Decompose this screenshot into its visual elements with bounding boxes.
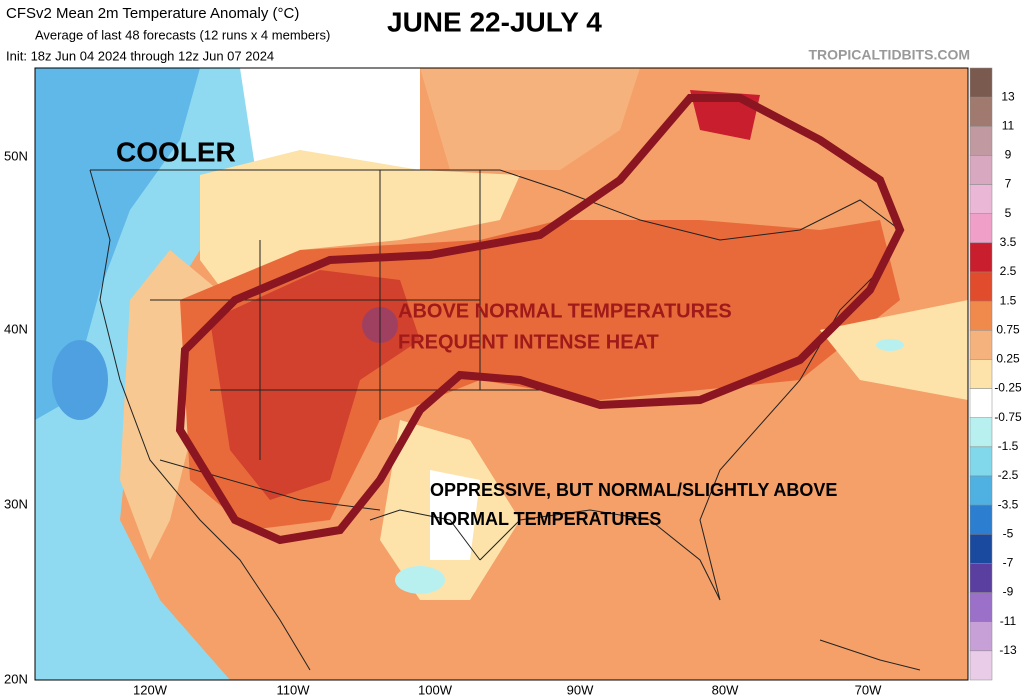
colorbar-label: -0.75 (994, 410, 1022, 424)
colorbar-cell (969, 388, 993, 418)
colorbar-cell (969, 184, 993, 214)
colorbar-cell (969, 126, 993, 156)
annotation: ABOVE NORMAL TEMPERATURES (398, 300, 732, 322)
lat-label: 50N (4, 148, 28, 163)
colorbar-cell (969, 563, 993, 593)
colorbar-cell (969, 242, 993, 273)
map-frame (34, 67, 969, 681)
colorbar-cell (969, 621, 993, 652)
colorbar-label: -0.25 (994, 381, 1022, 395)
subtitle: Average of last 48 forecasts (12 runs x … (35, 27, 330, 42)
annotation: NORMAL TEMPERATURES (430, 509, 661, 529)
heat-outline (175, 94, 905, 545)
colorbar-cell (969, 96, 993, 127)
watermark: TROPICALTIDBITS.COM (808, 47, 970, 63)
headline: JUNE 22-JULY 4 (387, 6, 602, 37)
lon-label: 110W (277, 682, 311, 697)
lat-label: 40N (4, 321, 28, 336)
title: CFSv2 Mean 2m Temperature Anomaly (°C) (6, 5, 299, 22)
colorbar-label: 0.75 (996, 322, 1020, 336)
annotation: COOLER (116, 136, 236, 167)
colorbar-label: 2.5 (1000, 264, 1017, 278)
colorbar-cell (969, 446, 993, 477)
colorbar-cell (969, 300, 993, 331)
colorbar-cell (969, 650, 993, 681)
colorbar-label: -2.5 (998, 468, 1019, 482)
colorbar-label: -13 (999, 643, 1017, 657)
lon-label: 70W (855, 682, 882, 697)
colorbar-label: 0.25 (996, 352, 1020, 366)
colorbar-cell (969, 359, 993, 389)
colorbar-cell (969, 271, 993, 302)
colorbar-cell (969, 67, 993, 98)
colorbar-label: 5 (1005, 206, 1012, 220)
colorbar-cell (969, 155, 993, 185)
colorbar-label: 1.5 (1000, 293, 1017, 307)
colorbar-cell (969, 475, 993, 506)
annotation: OPPRESSIVE, BUT NORMAL/SLIGHTLY ABOVE (430, 480, 837, 500)
lat-label: 30N (4, 496, 28, 511)
colorbar-label: -9 (1003, 585, 1014, 599)
annotation: FREQUENT INTENSE HEAT (398, 331, 659, 353)
colorbar-label: -11 (1000, 614, 1017, 628)
colorbar-label: -3.5 (998, 497, 1019, 511)
colorbar-label: -5 (1003, 526, 1014, 540)
lon-label: 90W (567, 682, 594, 697)
map (35, 68, 968, 680)
lon-label: 120W (133, 682, 168, 697)
lon-label: 100W (418, 682, 453, 697)
colorbar-label: 7 (1005, 177, 1012, 191)
colorbar-cell (969, 534, 993, 564)
colorbar-label: 11 (1002, 118, 1015, 132)
colorbar-label: 3.5 (1000, 235, 1017, 249)
colorbar-cell (969, 417, 993, 448)
colorbar-cell (969, 330, 993, 360)
init: Init: 18z Jun 04 2024 through 12z Jun 07… (6, 48, 274, 63)
colorbar-cell (969, 592, 993, 622)
colorbar-cell (969, 504, 993, 535)
colorbar-label: 13 (1001, 89, 1015, 103)
colorbar-cell (969, 213, 993, 244)
dynamic: 50N 40N 30N 20N 120W 110W 100W 90W 80W 70W 13 11 9 7 5… (4, 67, 1022, 697)
lat-label: 20N (4, 671, 28, 686)
colorbar-label: -7 (1003, 556, 1014, 570)
colorbar-label: 9 (1005, 148, 1012, 162)
colorbar-label: -1.5 (998, 439, 1019, 453)
lon-label: 80W (712, 682, 739, 697)
